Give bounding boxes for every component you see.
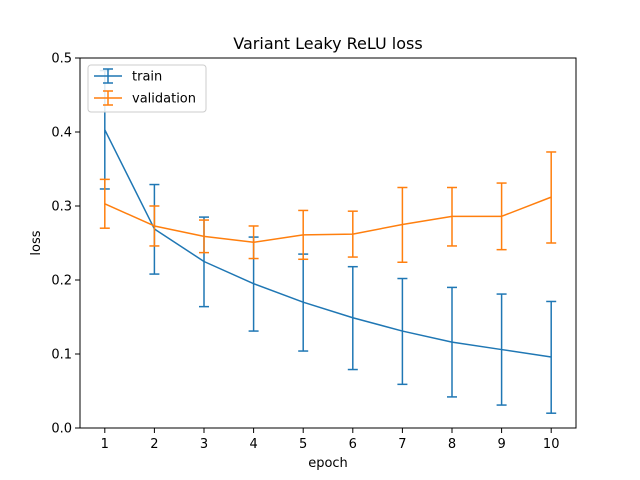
x-tick-label: 1 — [101, 437, 109, 452]
legend-item-train: train — [94, 68, 162, 85]
y-axis-label: loss — [29, 230, 44, 255]
plot-frame — [79, 57, 577, 429]
x-tick-label: 3 — [200, 437, 208, 452]
legend-item-validation: validation — [94, 90, 196, 107]
legend-label: validation — [132, 92, 196, 107]
axis-ticks: 1 2 3 4 5 6 7 8 9 10 0.0 0.1 0.2 0.3 0.4 0.5 — [51, 52, 559, 453]
x-axis-label: epoch — [308, 456, 348, 471]
series-line — [104, 196, 552, 244]
x-tick-label: 6 — [349, 437, 357, 452]
x-tick-label: 2 — [150, 437, 158, 452]
chart-title: Variant Leaky ReLU loss — [233, 34, 422, 53]
plot-marks — [99, 69, 557, 414]
y-tick-label: 0.5 — [51, 52, 72, 67]
x-tick-label: 7 — [398, 437, 406, 452]
x-tick-label: 8 — [448, 437, 456, 452]
y-tick-label: 0.1 — [51, 348, 72, 363]
series-train — [99, 69, 557, 414]
x-tick-label: 9 — [497, 437, 505, 452]
x-tick-label: 5 — [299, 437, 307, 452]
y-tick-label: 0.3 — [51, 200, 72, 215]
legend-label: train — [132, 70, 162, 85]
legend: train validation — [87, 64, 207, 113]
y-tick-label: 0.0 — [51, 422, 72, 437]
series-line — [104, 129, 552, 358]
y-tick-label: 0.4 — [51, 126, 72, 141]
x-tick-label: 4 — [249, 437, 257, 452]
series-validation — [99, 151, 557, 263]
x-tick-label: 10 — [543, 437, 560, 452]
y-tick-label: 0.2 — [51, 274, 72, 289]
